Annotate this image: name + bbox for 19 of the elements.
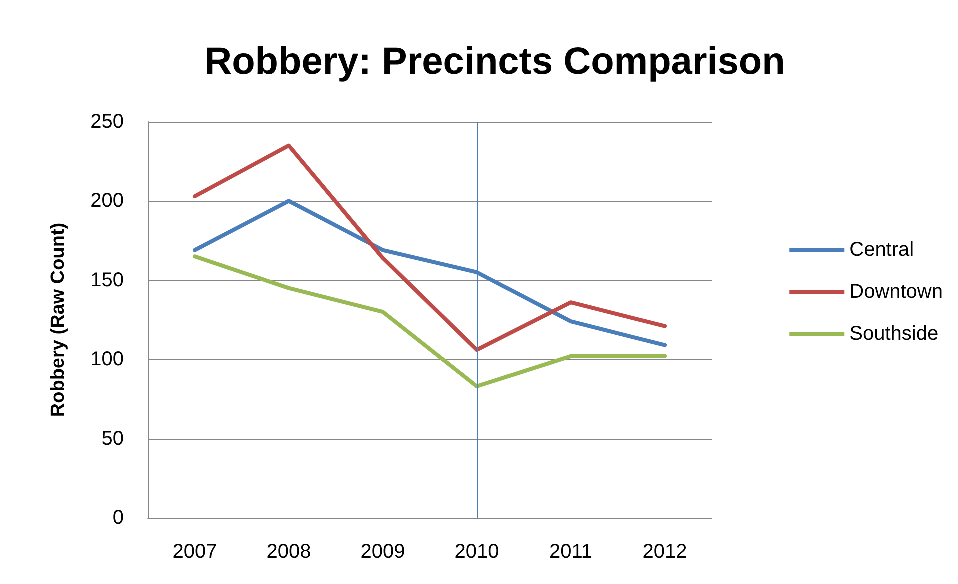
y-tick-label: 100 xyxy=(90,348,124,371)
line-series xyxy=(193,254,667,389)
y-tick-label: 150 xyxy=(90,269,124,292)
y-tick-label: 200 xyxy=(90,190,124,212)
x-tick-label: 2010 xyxy=(454,541,500,563)
y-axis-title: Robbery (Raw Count) xyxy=(48,222,69,418)
legend-label: Central xyxy=(850,239,914,261)
x-tick-label: 2012 xyxy=(642,541,688,563)
x-tick-label: 2008 xyxy=(266,541,312,563)
chart-title: Robbery: Precincts Comparison xyxy=(204,41,786,83)
x-tick-label: 2009 xyxy=(360,541,406,563)
x-tick-label: 2011 xyxy=(549,541,593,563)
legend-label: Southside xyxy=(850,323,939,345)
y-tick-label: 0 xyxy=(112,507,124,529)
y-tick-label: 50 xyxy=(102,428,124,450)
y-tick-label: 250 xyxy=(90,111,124,133)
x-tick-label: 2007 xyxy=(172,541,218,563)
line-series xyxy=(193,144,667,352)
legend-label: Downtown xyxy=(850,281,944,303)
